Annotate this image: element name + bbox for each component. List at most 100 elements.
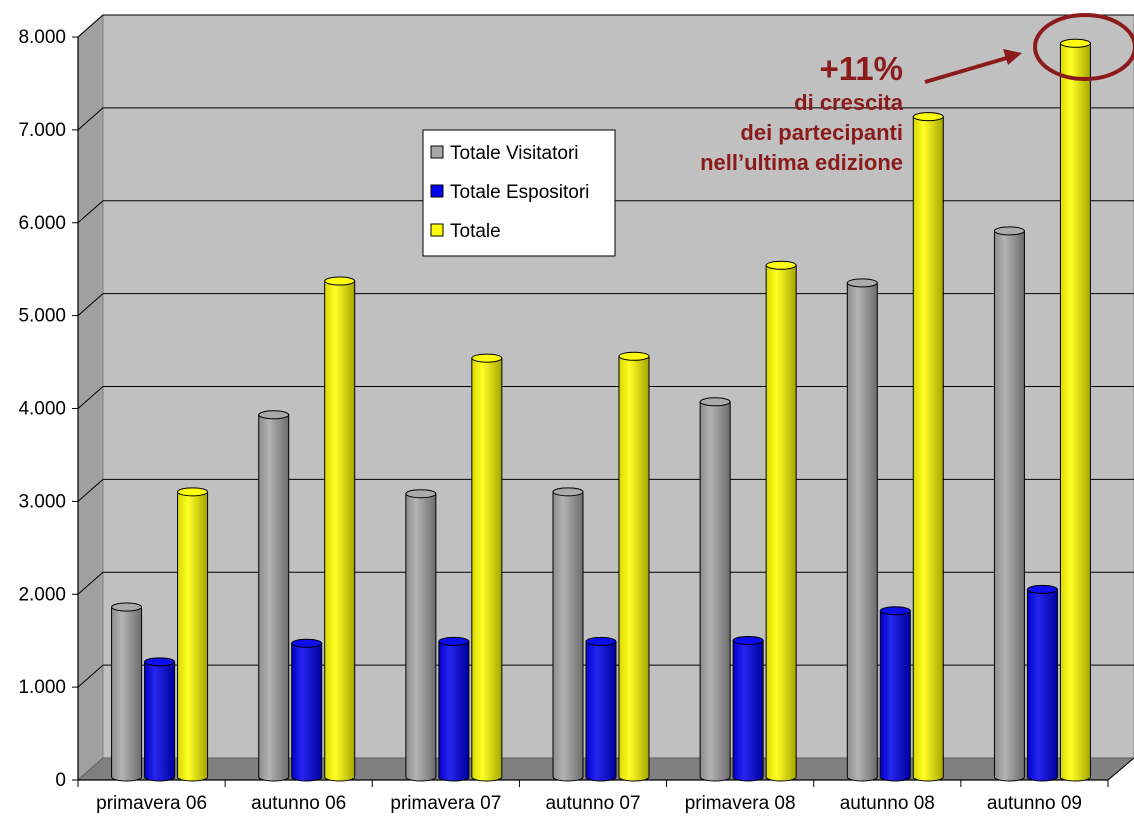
bar-cap bbox=[993, 226, 1025, 236]
y-tick-label: 1.000 bbox=[18, 677, 66, 698]
y-tick-label: 3.000 bbox=[18, 491, 66, 512]
bar-body bbox=[993, 230, 1025, 782]
bar-cap bbox=[177, 487, 209, 497]
annotation-arrow bbox=[924, 55, 1011, 84]
bar bbox=[405, 489, 437, 782]
bar-body bbox=[846, 282, 878, 782]
y-tick-label: 7.000 bbox=[18, 120, 66, 141]
bar-cap bbox=[846, 278, 878, 288]
y-tick-label: 8.000 bbox=[18, 27, 66, 48]
bar-body bbox=[699, 401, 731, 782]
y-tick-label: 2.000 bbox=[18, 584, 66, 605]
bar bbox=[552, 487, 584, 782]
gridline-side bbox=[77, 571, 104, 595]
bar-cap bbox=[111, 602, 143, 612]
bar-body bbox=[324, 280, 356, 782]
bar bbox=[177, 487, 209, 782]
bar bbox=[144, 657, 176, 782]
x-tick-labels: primavera 06 autunno 06 primavera 07 autunn… bbox=[77, 780, 1109, 814]
bar-cap bbox=[1059, 38, 1091, 48]
gridline-side bbox=[77, 107, 104, 131]
annotation-highlight-circle bbox=[1033, 13, 1134, 81]
bar-body bbox=[258, 414, 290, 782]
bar-cap bbox=[765, 260, 797, 270]
gridline-side bbox=[77, 200, 104, 224]
x-tick-label: primavera 07 bbox=[390, 793, 501, 814]
x-tick-label: primavera 08 bbox=[685, 793, 796, 814]
bar-cap bbox=[552, 487, 584, 497]
legend-swatch-totale bbox=[430, 223, 444, 237]
bar-body bbox=[471, 357, 503, 782]
bar-body bbox=[111, 606, 143, 782]
x-tick-label: autunno 09 bbox=[987, 793, 1082, 814]
bar bbox=[732, 635, 764, 782]
bar-body bbox=[1059, 42, 1091, 782]
x-tick-label: autunno 06 bbox=[251, 793, 346, 814]
bar bbox=[699, 397, 731, 782]
bar-body bbox=[291, 642, 323, 782]
bar-cap bbox=[1026, 584, 1058, 594]
bar-cap bbox=[585, 636, 617, 646]
bar-body bbox=[618, 355, 650, 782]
annotation-line-1: di crescita bbox=[794, 90, 904, 115]
bar-body bbox=[732, 639, 764, 782]
annotation-arrowhead bbox=[1003, 49, 1022, 65]
bar-cap bbox=[912, 112, 944, 122]
bar-cap bbox=[699, 397, 731, 407]
bar-cap bbox=[144, 657, 176, 667]
legend-swatch-espositori bbox=[430, 184, 444, 198]
legend-label-totale: Totale bbox=[450, 221, 501, 242]
bar bbox=[291, 638, 323, 782]
y-tick-label: 4.000 bbox=[18, 399, 66, 420]
gridline-side bbox=[77, 478, 104, 502]
bar-cap bbox=[879, 606, 911, 616]
bar-cap bbox=[405, 489, 437, 499]
bar-body bbox=[1026, 588, 1058, 782]
bar bbox=[879, 606, 911, 782]
bar bbox=[1026, 584, 1058, 782]
x-tick-label: primavera 06 bbox=[96, 793, 207, 814]
y-tick-labels: 0 1.000 2.000 3.000 4.000 5.000 6.000 7.000 8.00… bbox=[18, 27, 78, 791]
gridline-side bbox=[77, 386, 104, 409]
bar-cap bbox=[324, 276, 356, 286]
annotation-line-2: dei partecipanti bbox=[740, 120, 903, 145]
bar bbox=[111, 602, 143, 782]
bar-cap bbox=[258, 410, 290, 420]
bar bbox=[846, 278, 878, 782]
bar-body bbox=[912, 116, 944, 782]
bar-body bbox=[438, 640, 470, 782]
y-tick-label: 0 bbox=[55, 770, 66, 791]
bar-cap bbox=[438, 636, 470, 646]
bar bbox=[471, 353, 503, 782]
floor-edge bbox=[1107, 757, 1134, 781]
legend-swatch-visitatori bbox=[430, 145, 444, 159]
bar-body bbox=[585, 640, 617, 782]
bar bbox=[585, 636, 617, 782]
bar bbox=[1059, 38, 1091, 782]
legend-box bbox=[422, 129, 616, 257]
bars bbox=[111, 38, 1091, 782]
bar-body bbox=[405, 493, 437, 782]
annotation-headline: +11% bbox=[820, 50, 904, 87]
bar bbox=[912, 112, 944, 782]
y-tick-label: 5.000 bbox=[18, 306, 66, 327]
legend-label-visitatori: Totale Visitatori bbox=[450, 143, 579, 164]
legend: Totale Visitatori Totale Espositori Tota… bbox=[422, 129, 616, 257]
bar-body bbox=[879, 610, 911, 782]
growth-annotation: +11% di crescita dei partecipanti nell’u… bbox=[700, 13, 1134, 175]
annotation-line-3: nell’ultima edizione bbox=[700, 150, 903, 175]
legend-label-espositori: Totale Espositori bbox=[450, 182, 589, 203]
bar-body bbox=[552, 491, 584, 782]
bar bbox=[438, 636, 470, 782]
bar-body bbox=[177, 491, 209, 782]
x-tick-label: autunno 07 bbox=[545, 793, 640, 814]
bar bbox=[324, 276, 356, 782]
bar bbox=[765, 260, 797, 782]
gridline-side bbox=[77, 14, 104, 38]
gridline-side bbox=[77, 664, 104, 688]
bar-body bbox=[765, 264, 797, 782]
bar-cap bbox=[291, 638, 323, 648]
gridline-side bbox=[77, 293, 104, 317]
bar-cap bbox=[618, 351, 650, 361]
